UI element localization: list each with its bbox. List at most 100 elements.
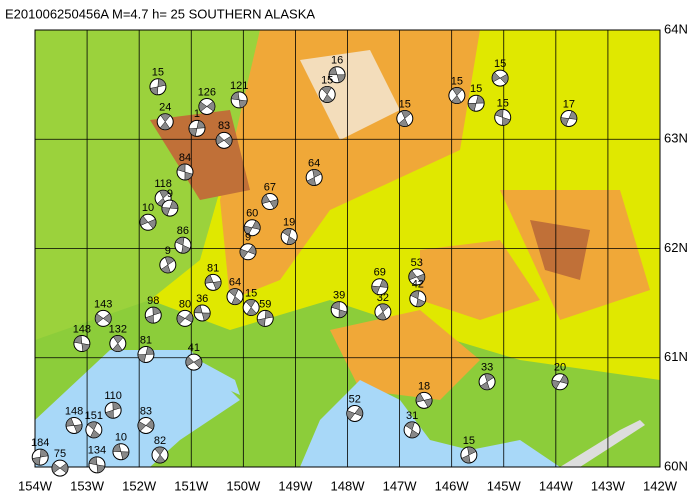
lat-tick-label: 61N (664, 349, 688, 364)
event-label: 81 (140, 334, 152, 346)
compressional-quadrant (239, 244, 257, 259)
compressional-quadrant (95, 313, 112, 324)
lon-tick-label: 144W (539, 478, 574, 493)
event-label: 60 (246, 208, 258, 220)
compressional-quadrant (137, 346, 155, 363)
compressional-quadrant (328, 66, 346, 83)
lon-tick-label: 143W (591, 478, 626, 493)
event-label: 132 (109, 323, 127, 335)
lat-tick-label: 64N (664, 21, 688, 36)
event-label: 1 (194, 108, 200, 120)
event-label: 69 (374, 267, 386, 279)
compressional-quadrant (88, 456, 106, 474)
event-label: 9 (245, 232, 251, 244)
event-label: 151 (85, 410, 103, 422)
compressional-quadrant (245, 299, 257, 316)
event-label: 84 (179, 152, 191, 164)
compressional-quadrant (188, 120, 206, 137)
event-label: 15 (470, 83, 482, 95)
compressional-quadrant (73, 335, 91, 352)
compressional-quadrant (551, 374, 569, 390)
event-label: 10 (115, 432, 127, 444)
event-label: 184 (31, 437, 49, 449)
compressional-quadrant (193, 304, 211, 322)
lon-tick-label: 149W (278, 478, 313, 493)
compressional-quadrant (149, 78, 167, 96)
event-label: 9 (165, 245, 171, 257)
compressional-quadrant (230, 91, 248, 109)
compressional-quadrant (105, 401, 122, 419)
compressional-quadrant (139, 215, 157, 229)
map-frame (34, 29, 661, 468)
lon-tick-label: 154W (18, 478, 53, 493)
event-label: 31 (406, 410, 418, 422)
compressional-quadrant (451, 87, 463, 104)
compressional-quadrant (560, 110, 578, 127)
event-label: 64 (229, 276, 241, 288)
lon-tick-label: 151W (174, 478, 209, 493)
lon-tick-label: 148W (331, 478, 366, 493)
compressional-quadrant (491, 72, 509, 85)
lat-tick-label: 62N (664, 240, 688, 255)
event-label: 82 (154, 435, 166, 447)
event-label: 15 (321, 74, 333, 86)
event-label: 15 (399, 98, 411, 110)
lon-tick-label: 153W (70, 478, 105, 493)
event-label: 15 (245, 287, 257, 299)
compressional-quadrant (154, 446, 166, 464)
event-label: 80 (179, 298, 191, 310)
event-label: 83 (140, 405, 152, 417)
compressional-quadrant (408, 270, 425, 284)
compressional-quadrant (494, 109, 511, 126)
event-label: 15 (463, 435, 475, 447)
event-label: 64 (308, 157, 320, 169)
compressional-quadrant (176, 312, 194, 325)
event-label: 20 (554, 362, 566, 374)
compressional-quadrant (243, 220, 261, 236)
event-label: 15 (451, 75, 463, 87)
event-label: 18 (418, 380, 430, 392)
event-label: 16 (331, 55, 343, 67)
event-label: 83 (218, 120, 230, 132)
event-label: 52 (349, 393, 361, 405)
compressional-quadrant (228, 288, 242, 305)
compressional-quadrant (415, 393, 433, 408)
event-label: 24 (159, 102, 171, 114)
compressional-quadrant (176, 163, 194, 181)
compressional-quadrant (410, 290, 426, 307)
compressional-quadrant (32, 448, 49, 466)
compressional-quadrant (51, 462, 69, 474)
event-label: 36 (196, 293, 208, 305)
lon-tick-label: 152W (122, 478, 157, 493)
lon-tick-label: 145W (487, 478, 522, 493)
event-label: 15 (494, 58, 506, 70)
compressional-quadrant (321, 86, 333, 103)
event-label: 143 (94, 298, 112, 310)
compressional-quadrant (405, 421, 420, 439)
compressional-quadrant (198, 101, 216, 112)
lat-tick-label: 63N (664, 131, 688, 146)
event-label: 86 (177, 225, 189, 237)
event-label: 98 (147, 295, 159, 307)
compressional-quadrant (282, 228, 297, 245)
event-label: 15 (497, 97, 509, 109)
compressional-quadrant (137, 419, 155, 432)
compressional-quadrant (159, 113, 171, 130)
event-label: 53 (411, 257, 423, 269)
compressional-quadrant (398, 110, 412, 127)
lon-tick-label: 146W (435, 478, 470, 493)
event-label: 110 (104, 390, 122, 402)
event-label: 59 (259, 298, 271, 310)
compressional-quadrant (160, 256, 175, 274)
compressional-quadrant (185, 356, 203, 369)
event-label: 41 (188, 342, 200, 354)
compressional-quadrant (161, 200, 179, 216)
compressional-quadrant (461, 446, 477, 464)
compressional-quadrant (261, 194, 279, 209)
compressional-quadrant (331, 301, 348, 318)
compressional-quadrant (87, 421, 101, 439)
compressional-quadrant (65, 417, 83, 434)
compressional-quadrant (145, 306, 162, 324)
compressional-quadrant (306, 169, 322, 186)
